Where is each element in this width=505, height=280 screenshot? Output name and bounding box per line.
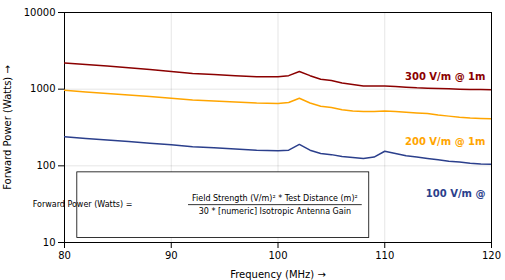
svg-text:30 * [numeric] Isotropic Anten: 30 * [numeric] Isotropic Antenna Gain [199,207,351,216]
svg-text:100: 100 [268,250,287,261]
svg-text:80: 80 [58,250,71,261]
svg-text:90: 90 [165,250,178,261]
svg-text:110: 110 [375,250,394,261]
svg-text:120: 120 [482,250,501,261]
svg-text:Field Strength (V/m)² * Test D: Field Strength (V/m)² * Test Distance (m… [192,194,358,203]
svg-text:200 V/m @ 1m: 200 V/m @ 1m [405,136,486,147]
svg-text:100 V/m @: 100 V/m @ [426,188,486,199]
svg-text:10: 10 [43,237,56,248]
svg-text:Forward Power (Watts) →: Forward Power (Watts) → [2,65,13,190]
svg-text:1000: 1000 [30,83,55,94]
svg-text:100: 100 [36,160,55,171]
svg-text:10000: 10000 [24,7,56,18]
svg-text:300 V/m @ 1m: 300 V/m @ 1m [405,71,486,82]
svg-text:Frequency (MHz) →: Frequency (MHz) → [230,269,326,280]
svg-text:Forward Power (Watts) =: Forward Power (Watts) = [33,200,135,209]
